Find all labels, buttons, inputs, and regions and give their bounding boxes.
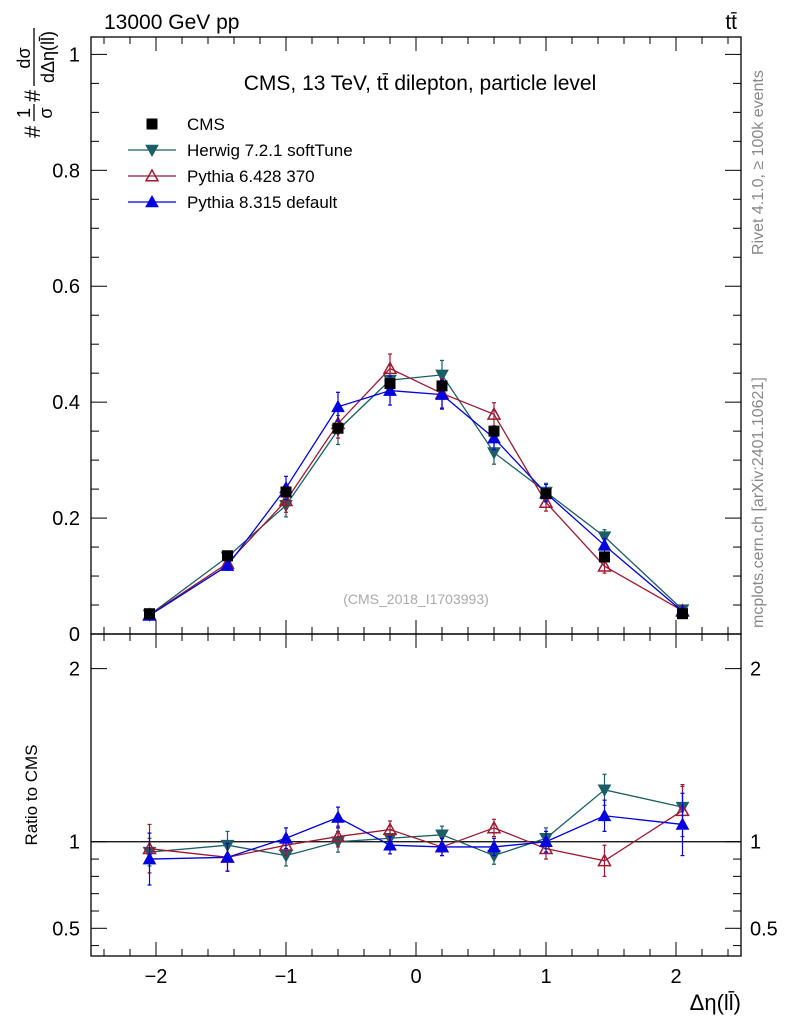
legend-label: Herwig 7.2.1 softTune (187, 141, 353, 160)
series-pythia-6-428-370 (142, 353, 690, 877)
series-line (149, 389, 683, 617)
mcplots-label: mcplots.cern.ch [arXiv:2401.10621] (750, 377, 767, 628)
y-label-dsigma: dσ (14, 47, 34, 68)
data-point (597, 558, 612, 572)
y-label-hash-1: # (20, 125, 45, 138)
ratio-y-tick-label: 1 (69, 832, 80, 854)
data-point (486, 406, 502, 420)
y-label-hash-2: # (20, 89, 45, 102)
ratio-point (330, 829, 346, 843)
y-tick-label: 0.4 (52, 392, 80, 414)
legend-label: CMS (187, 115, 225, 134)
legend-marker (145, 194, 159, 208)
ratio-y-tick-label-right: 2 (750, 659, 761, 681)
ratio-point (435, 829, 449, 842)
axis-ticks: −2 −1 0 1 2 0 0.2 0.4 0.6 0.8 1 0.5 0.5 1 1 2 2 (52, 37, 778, 988)
data-point (220, 558, 235, 571)
ratio-y-axis-label: Ratio to CMS (22, 744, 41, 845)
data-point (222, 550, 233, 562)
data-point (488, 425, 500, 437)
y-tick-label: 0.8 (52, 160, 80, 182)
ratio-point (487, 839, 501, 853)
ratio-point (142, 852, 157, 865)
ratio-point (279, 831, 293, 844)
y-tick-label: 1 (69, 44, 80, 66)
x-tick-label: 2 (670, 966, 681, 988)
ratio-point (435, 839, 449, 853)
ratio-y-tick-label: 0.5 (52, 918, 80, 940)
y-label-sigma: σ (36, 107, 56, 118)
legend-marker (145, 144, 159, 158)
ratio-point (539, 834, 553, 848)
data-point (487, 431, 501, 444)
data-point (677, 608, 688, 620)
data-point (382, 360, 398, 375)
legend-item: Pythia 6.428 370 (128, 167, 315, 186)
data-point (278, 493, 294, 507)
ratio-point (538, 841, 554, 855)
legend-marker (144, 168, 160, 182)
data-point (435, 387, 449, 400)
data-point (383, 383, 397, 396)
data-point (280, 486, 292, 498)
analysis-watermark: (CMS_2018_I1703993) (343, 591, 489, 607)
data-point (331, 399, 345, 413)
ratio-point (597, 853, 612, 867)
data-point (384, 378, 396, 390)
rivet-label: Rivet 4.1.0, ≥ 100k events (750, 70, 767, 255)
process-label: tt̄ (725, 11, 737, 34)
series-line (149, 367, 683, 616)
ratio-point (597, 808, 612, 822)
x-tick-label: −2 (145, 966, 168, 988)
ratio-y-tick-label-right: 1 (750, 832, 761, 854)
y-axis-label: # 1 σ # dσ dΔη(ll̄) (14, 28, 58, 138)
ratio-point (278, 837, 294, 851)
chart-title: CMS, 13 TeV, tt̄ dilepton, particle leve… (244, 72, 597, 95)
data-point (332, 422, 344, 434)
x-tick-label: 1 (540, 966, 551, 988)
ratio-point (486, 820, 502, 834)
y-tick-label: 0.2 (52, 508, 80, 530)
legend: CMS Herwig 7.2.1 softTune Pythia 6.428 370… (128, 115, 353, 212)
energy-label: 13000 GeV pp (104, 11, 239, 34)
y-label-one: 1 (14, 108, 34, 118)
data-point (538, 494, 554, 508)
legend-item: Herwig 7.2.1 softTune (128, 141, 353, 160)
ratio-y-tick-label-right: 0.5 (750, 918, 778, 940)
x-axis-label: Δη(ll̄) (690, 990, 741, 1015)
legend-item: CMS (146, 115, 225, 134)
legend-label: Pythia 8.315 default (187, 193, 338, 212)
ratio-point (220, 850, 235, 863)
data-point (436, 380, 448, 392)
series-line (149, 374, 683, 616)
y-tick-label: 0.6 (52, 276, 80, 298)
legend-marker (146, 118, 158, 130)
series-herwig-7-2-1-softtune (142, 359, 690, 867)
ratio-point (331, 810, 345, 823)
data-point (597, 531, 612, 544)
series-layer (142, 353, 690, 886)
y-label-denominator: dΔη(ll̄) (38, 31, 58, 83)
series-cms (144, 378, 688, 620)
ratio-point (597, 784, 612, 797)
ratio-series-line (149, 810, 683, 862)
data-point (435, 369, 449, 382)
data-point (144, 608, 155, 620)
x-tick-label: −1 (275, 966, 298, 988)
ratio-series-line (149, 815, 683, 860)
ratio-y-tick-label: 2 (69, 659, 80, 681)
x-tick-label: 0 (410, 966, 421, 988)
ratio-point (382, 822, 398, 836)
legend-item: Pythia 8.315 default (128, 193, 338, 212)
legend-label: Pythia 6.428 370 (187, 167, 315, 186)
ratio-plot-frame (90, 633, 742, 957)
data-point (599, 551, 610, 563)
ratio-point (675, 817, 690, 830)
data-point (540, 488, 552, 500)
ratio-point (383, 838, 397, 851)
data-point (597, 538, 612, 551)
y-tick-label: 0 (69, 624, 80, 646)
ratio-series-line (149, 789, 683, 857)
